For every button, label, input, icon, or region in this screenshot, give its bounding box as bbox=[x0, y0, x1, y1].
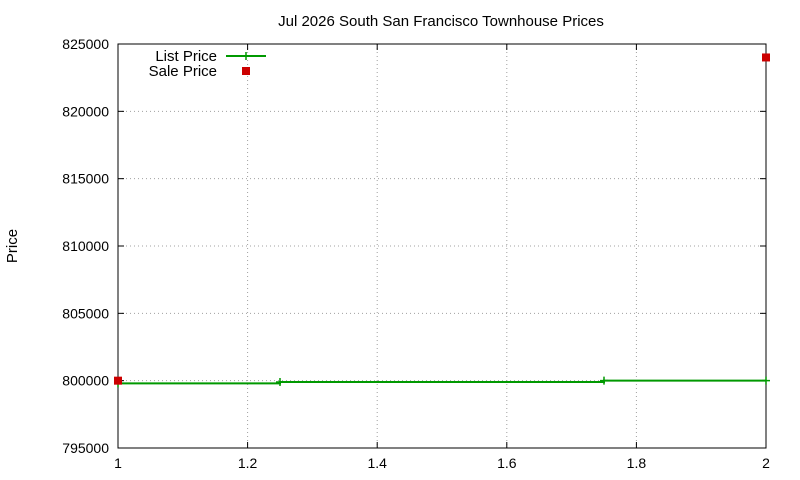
legend-label: Sale Price bbox=[149, 63, 217, 80]
x-tick-label: 1 bbox=[114, 455, 122, 471]
list-price-line bbox=[118, 379, 766, 385]
x-tick-label: 1.2 bbox=[238, 455, 258, 471]
series-list-price bbox=[114, 376, 770, 388]
y-tick-label: 825000 bbox=[62, 36, 109, 52]
x-tick-label: 1.6 bbox=[497, 455, 517, 471]
list-price-point bbox=[600, 376, 608, 385]
axis-ticks: 1 1.2 1.4 1.6 1.8 2 795000 800000 805000 810000 81… bbox=[62, 36, 770, 471]
x-tick-label: 2 bbox=[762, 455, 770, 471]
y-axis-label: Price bbox=[4, 229, 21, 263]
grid bbox=[118, 44, 766, 448]
y-tick-label: 805000 bbox=[62, 305, 109, 321]
y-tick-label: 810000 bbox=[62, 238, 109, 254]
y-tick-label: 815000 bbox=[62, 171, 109, 187]
y-tick-label: 795000 bbox=[62, 440, 109, 456]
sale-price-point bbox=[114, 376, 122, 385]
chart-title: Jul 2026 South San Francisco Townhouse P… bbox=[278, 13, 604, 30]
series-layer bbox=[114, 53, 770, 388]
legend-label: List Price bbox=[155, 48, 217, 65]
legend-swatch-square bbox=[242, 67, 250, 75]
x-tick-label: 1.4 bbox=[367, 455, 387, 471]
y-tick-label: 800000 bbox=[62, 373, 109, 389]
list-price-point bbox=[762, 376, 770, 385]
series-sale-price bbox=[114, 53, 770, 385]
sale-price-point bbox=[762, 53, 770, 62]
y-tick-label: 820000 bbox=[62, 103, 109, 119]
list-price-point bbox=[276, 378, 284, 387]
x-tick-label: 1.8 bbox=[627, 455, 647, 471]
